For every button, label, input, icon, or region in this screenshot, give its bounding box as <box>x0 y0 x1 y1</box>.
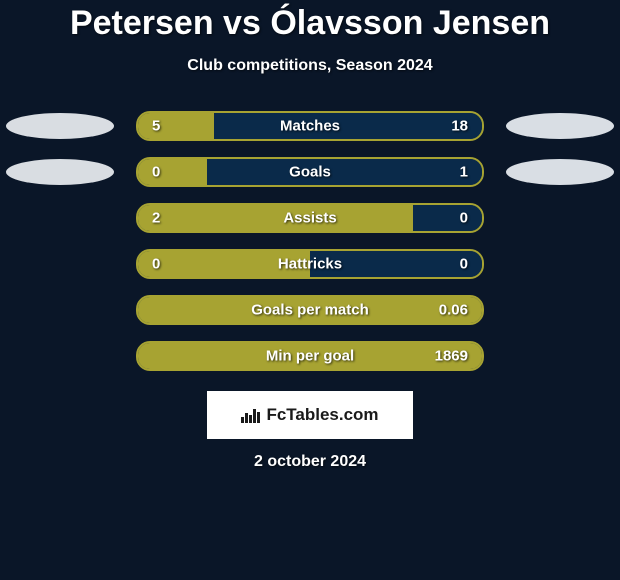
player-a-marker <box>6 113 114 139</box>
stat-bar: 1869 Min per goal <box>136 341 484 371</box>
stat-value-a: 0 <box>152 256 160 273</box>
stat-bar: 2 0 Assists <box>136 203 484 233</box>
stat-bar-fill-b <box>207 159 482 185</box>
stat-label: Goals per match <box>251 302 369 319</box>
stat-value-b: 1 <box>460 164 468 181</box>
stat-row: 1869 Min per goal <box>0 341 620 371</box>
stat-label: Hattricks <box>278 256 342 273</box>
player-b-marker <box>506 159 614 185</box>
bars-icon <box>241 407 260 423</box>
stat-value-a: 0 <box>152 164 160 181</box>
stat-bar: 5 18 Matches <box>136 111 484 141</box>
stat-bar: 0 0 Hattricks <box>136 249 484 279</box>
stat-label: Goals <box>289 164 331 181</box>
stat-label: Assists <box>283 210 336 227</box>
player-a-marker <box>6 159 114 185</box>
brand-badge[interactable]: FcTables.com <box>207 391 413 439</box>
stat-bar-fill-a <box>138 159 207 185</box>
stat-bar-fill-b <box>214 113 482 139</box>
brand-badge-content: FcTables.com <box>241 405 378 425</box>
stat-label: Matches <box>280 118 340 135</box>
stat-row: 0.06 Goals per match <box>0 295 620 325</box>
stat-row: 0 0 Hattricks <box>0 249 620 279</box>
stat-bar-fill-a <box>138 113 214 139</box>
stat-bar-fill-b <box>413 205 482 231</box>
stat-value-b: 0 <box>460 256 468 273</box>
stat-value-b: 0 <box>460 210 468 227</box>
subtitle: Club competitions, Season 2024 <box>0 57 620 75</box>
stats-list: 5 18 Matches 0 1 Goals 2 0 Assists 0 0 Hattricks 0.0… <box>0 111 620 371</box>
stat-label: Min per goal <box>266 348 354 365</box>
stat-value-b: 0.06 <box>439 302 468 319</box>
stat-bar-fill-a <box>138 205 413 231</box>
stat-value-b: 18 <box>451 118 468 135</box>
date-text: 2 october 2024 <box>0 453 620 471</box>
stat-value-b: 1869 <box>435 348 468 365</box>
stat-row: 0 1 Goals <box>0 157 620 187</box>
player-b-marker <box>506 113 614 139</box>
stat-row: 5 18 Matches <box>0 111 620 141</box>
brand-text: FcTables.com <box>266 405 378 425</box>
stat-value-a: 2 <box>152 210 160 227</box>
stat-row: 2 0 Assists <box>0 203 620 233</box>
stat-value-a: 5 <box>152 118 160 135</box>
comparison-card: Petersen vs Ólavsson Jensen Club competi… <box>0 0 620 580</box>
stat-bar: 0 1 Goals <box>136 157 484 187</box>
page-title: Petersen vs Ólavsson Jensen <box>0 4 620 43</box>
stat-bar: 0.06 Goals per match <box>136 295 484 325</box>
